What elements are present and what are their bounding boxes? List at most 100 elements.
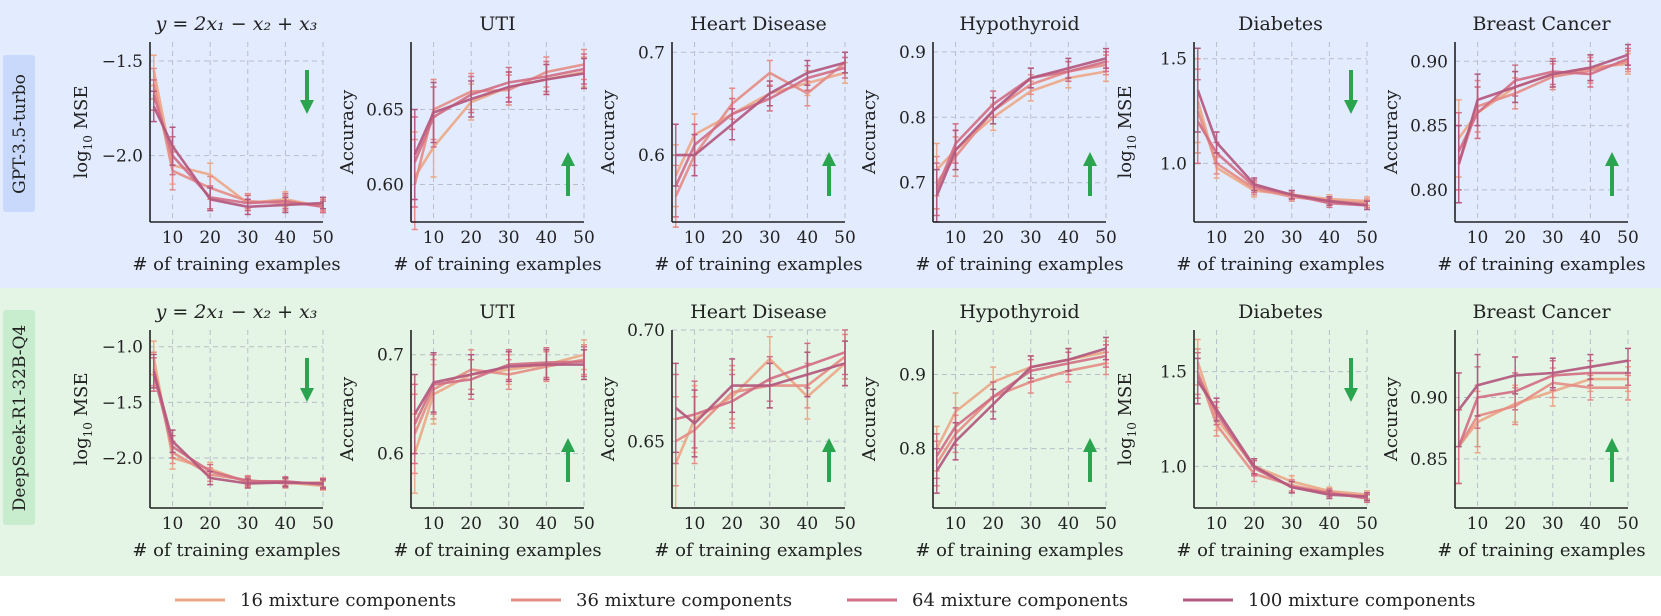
series-line: [413, 67, 585, 163]
x-tick-label: 50: [1095, 228, 1117, 248]
arrow-head: [300, 100, 314, 114]
x-axis-label: # of training examples: [1176, 540, 1384, 561]
series-line: [1457, 60, 1629, 165]
x-tick-label: 20: [1243, 228, 1265, 248]
x-tick-label: 20: [199, 514, 221, 534]
arrow-up-icon: [1083, 152, 1097, 196]
x-tick-label: 50: [573, 514, 595, 534]
series-line: [413, 363, 584, 415]
arrow-head: [1605, 438, 1619, 452]
panel-0-0: 10 20 30 40 50 −1.5 −2.0 # of training examples…: [71, 13, 341, 275]
series-100: [933, 336, 1109, 494]
x-tick-label: 50: [312, 514, 334, 534]
series-line: [674, 362, 846, 425]
arrow-up-icon: [1605, 152, 1619, 196]
row-label-deepseek: DeepSeek-R1-32B-Q4: [10, 325, 30, 511]
arrow-down-icon: [300, 358, 314, 402]
y-axis-label: Accuracy: [859, 89, 880, 175]
series-line: [413, 360, 585, 425]
y-tick-label: 0.70: [627, 321, 665, 341]
x-tick-label: 40: [1580, 228, 1602, 248]
x-axis-label: # of training examples: [393, 254, 601, 275]
y-axis-label: Accuracy: [1381, 89, 1402, 175]
y-axis-label: Accuracy: [337, 376, 358, 462]
x-tick-label: 50: [834, 228, 856, 248]
y-tick-label: 0.85: [1410, 450, 1448, 470]
arrow-up-icon: [561, 152, 575, 196]
x-axis-label: # of training examples: [1437, 254, 1645, 275]
x-tick-label: 20: [982, 514, 1004, 534]
x-axis-label: # of training examples: [1437, 540, 1645, 561]
series-line: [152, 94, 324, 209]
x-tick-label: 50: [573, 228, 595, 248]
panel-title: y = 2x₁ − x₂ + x₃: [155, 13, 318, 35]
panel-1-0: 10 20 30 40 50 −1.0 −1.5 −2.0 # of training exam…: [71, 301, 341, 561]
x-axis-label: # of training examples: [915, 254, 1123, 275]
series-line: [935, 354, 1107, 457]
arrow-up-icon: [822, 152, 836, 196]
y-tick-label: 0.90: [1410, 389, 1448, 409]
x-axis-label: # of training examples: [1176, 254, 1384, 275]
series-line: [935, 362, 1107, 465]
panel-title: Hypothyroid: [959, 13, 1079, 35]
arrow-head: [822, 438, 836, 452]
series-line: [1457, 57, 1629, 152]
panel-0-3: 10 20 30 40 50 0.7 0.8 0.9 # of training example…: [859, 13, 1124, 275]
x-tick-label: 10: [945, 514, 967, 534]
arrow-head: [1344, 100, 1358, 114]
y-tick-label: −1.5: [102, 393, 143, 413]
x-axis-label: # of training examples: [132, 254, 340, 275]
y-tick-label: 0.6: [377, 445, 404, 465]
x-tick-label: 50: [1356, 228, 1378, 248]
x-tick-label: 10: [1467, 514, 1489, 534]
panel-1-5: 10 20 30 40 50 0.85 0.90 # of training examples…: [1381, 301, 1646, 561]
x-tick-label: 40: [797, 514, 819, 534]
y-tick-label: 0.7: [899, 174, 926, 194]
series-100: [1455, 43, 1631, 204]
series-line: [1457, 377, 1628, 448]
x-tick-label: 40: [797, 228, 819, 248]
legend-label-36: 36 mixture components: [576, 590, 792, 611]
y-tick-label: 0.60: [366, 176, 404, 196]
y-axis-label: Accuracy: [859, 376, 880, 462]
series-100: [411, 57, 587, 201]
x-tick-label: 40: [536, 228, 558, 248]
x-tick-label: 30: [1542, 514, 1564, 534]
y-tick-label: −1.5: [102, 52, 143, 72]
panels: 10 20 30 40 50 −1.5 −2.0 # of training examples…: [71, 13, 1646, 561]
x-axis-label: # of training examples: [393, 540, 601, 561]
x-tick-label: 20: [199, 228, 221, 248]
y-tick-label: 0.8: [899, 440, 926, 460]
arrow-up-icon: [561, 438, 575, 482]
y-axis-label: Accuracy: [598, 376, 619, 462]
series-line: [935, 57, 1107, 197]
panel-0-2: 10 20 30 40 50 0.6 0.7 # of training examples Ac…: [598, 13, 863, 275]
x-tick-label: 40: [1319, 514, 1341, 534]
y-tick-label: 0.80: [1410, 181, 1448, 201]
y-tick-label: 1.5: [1160, 363, 1187, 383]
panel-title: UTI: [479, 13, 515, 35]
x-axis-label: # of training examples: [654, 540, 862, 561]
series-100: [150, 90, 326, 216]
legend-label-100: 100 mixture components: [1248, 590, 1476, 611]
x-tick-label: 50: [1617, 228, 1639, 248]
x-tick-label: 40: [1319, 228, 1341, 248]
series-100: [1194, 47, 1370, 211]
x-tick-label: 50: [312, 228, 334, 248]
series-line: [1457, 381, 1628, 448]
panel-title: Heart Disease: [690, 301, 827, 323]
x-tick-label: 20: [721, 514, 743, 534]
x-tick-label: 10: [162, 228, 184, 248]
x-axis-label: # of training examples: [915, 540, 1123, 561]
panel-0-5: 10 20 30 40 50 0.80 0.85 0.90 # of training exam…: [1381, 13, 1646, 275]
x-tick-label: 30: [1281, 514, 1303, 534]
x-tick-label: 20: [460, 514, 482, 534]
x-tick-label: 10: [684, 228, 706, 248]
panel-title: Diabetes: [1238, 301, 1323, 323]
arrow-head: [1083, 438, 1097, 452]
arrow-down-icon: [1344, 358, 1358, 402]
series-line: [152, 370, 324, 485]
x-tick-label: 30: [237, 514, 259, 534]
legend-label-64: 64 mixture components: [912, 590, 1128, 611]
